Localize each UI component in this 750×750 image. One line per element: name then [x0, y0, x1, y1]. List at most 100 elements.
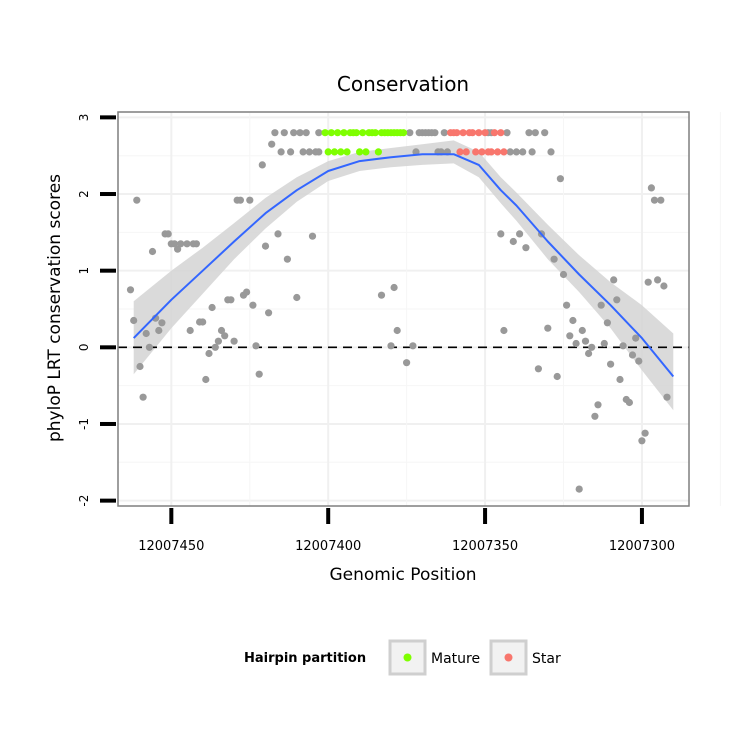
data-point-mature [356, 148, 364, 156]
x-axis-label: Genomic Position [329, 565, 476, 585]
data-point-other [512, 148, 521, 156]
legend-title: Hairpin partition [244, 651, 366, 666]
legend: Hairpin partition Mature Star [244, 639, 561, 676]
data-point-other [594, 401, 602, 409]
data-point-other [638, 437, 646, 445]
data-point-other [283, 255, 291, 263]
data-point-other [271, 129, 279, 137]
data-point-other [572, 339, 580, 348]
data-point-other [406, 129, 414, 137]
data-point-other [142, 329, 150, 338]
smooth-trend-line [132, 153, 675, 378]
data-point-other [252, 342, 260, 350]
data-point-other [632, 334, 640, 342]
data-point-other [164, 230, 172, 238]
data-point-other [616, 375, 624, 384]
data-point-other [217, 326, 226, 335]
data-point-other [660, 282, 668, 290]
data-point-other [261, 242, 270, 250]
data-point-other [280, 129, 288, 137]
legend-item-mature: Mature [388, 639, 480, 676]
data-point-other [566, 332, 574, 340]
data-point-other [221, 332, 229, 340]
data-point-star [475, 129, 483, 137]
legend-swatch-mature [403, 653, 412, 662]
data-point-other [431, 129, 439, 137]
data-point-other [126, 286, 135, 294]
data-point-mature [374, 148, 382, 156]
data-point-other [148, 247, 157, 256]
data-point-mature [352, 129, 360, 137]
x-tick-label: 12007350 [452, 539, 518, 554]
data-point-other [227, 296, 235, 304]
data-point-other [516, 230, 524, 238]
confidence-ribbon [133, 140, 674, 411]
data-point-other [299, 148, 307, 156]
data-point-other [550, 255, 558, 263]
data-point-other [390, 283, 398, 292]
data-point-other [277, 148, 285, 156]
data-point-other [155, 326, 163, 335]
data-point-mature [334, 129, 342, 137]
data-point-other [613, 296, 621, 304]
data-point-other [563, 301, 571, 309]
data-point-other [556, 175, 565, 183]
data-point-other [440, 129, 448, 137]
data-point-mature [362, 148, 370, 156]
data-point-other [585, 349, 593, 358]
data-point-star [497, 129, 505, 137]
data-point-other [136, 362, 144, 371]
data-point-star [487, 148, 495, 156]
data-point-other [553, 372, 561, 381]
data-point-other [265, 309, 273, 317]
data-point-star [462, 148, 470, 156]
data-point-other [531, 129, 539, 137]
data-point-other [302, 129, 310, 137]
data-point-other [305, 148, 313, 156]
plot-panel-border [117, 111, 690, 507]
data-point-other [315, 148, 323, 156]
data-point-mature [321, 129, 329, 137]
data-point-other [274, 230, 282, 238]
data-point-other [287, 148, 295, 156]
data-point-other [663, 393, 671, 401]
data-point-other [177, 240, 185, 248]
data-point-other [139, 393, 147, 401]
data-point-other [230, 337, 238, 345]
y-axis: -2 -1 0 1 2 3 [77, 114, 116, 507]
data-point-mature [371, 129, 379, 137]
x-tick-label: 12007450 [138, 539, 204, 554]
data-point-mature [327, 129, 335, 137]
data-point-mature [399, 129, 408, 137]
data-point-other [170, 240, 179, 248]
data-point-other [559, 270, 568, 279]
x-tick-label: 12007300 [609, 539, 675, 554]
data-point-other [199, 318, 207, 326]
data-point-other [236, 196, 244, 204]
data-point-other [625, 398, 634, 407]
y-tick-label: 1 [77, 267, 91, 275]
data-point-other [575, 485, 583, 493]
data-point-other [387, 342, 395, 350]
data-point-star [481, 129, 489, 137]
data-point-star [478, 148, 486, 156]
data-point-other [635, 357, 643, 365]
data-point-other [393, 326, 401, 335]
y-tick-label: 3 [77, 114, 91, 122]
data-point-other [628, 351, 637, 359]
data-point-mature [343, 148, 351, 156]
data-point-other [619, 342, 627, 350]
data-point-other [192, 240, 200, 248]
data-point-other [503, 129, 511, 137]
data-point-other [641, 429, 649, 437]
data-point-other [183, 240, 191, 248]
data-point-other [506, 148, 514, 156]
data-point-mature [340, 129, 348, 137]
data-point-mature [330, 148, 339, 156]
data-point-other [647, 184, 656, 192]
y-axis-label: phyloP LRT conservation scores [45, 174, 65, 442]
data-point-other [544, 324, 552, 332]
data-point-other [377, 291, 386, 299]
data-point-other [525, 129, 533, 137]
data-point-other [255, 370, 263, 378]
